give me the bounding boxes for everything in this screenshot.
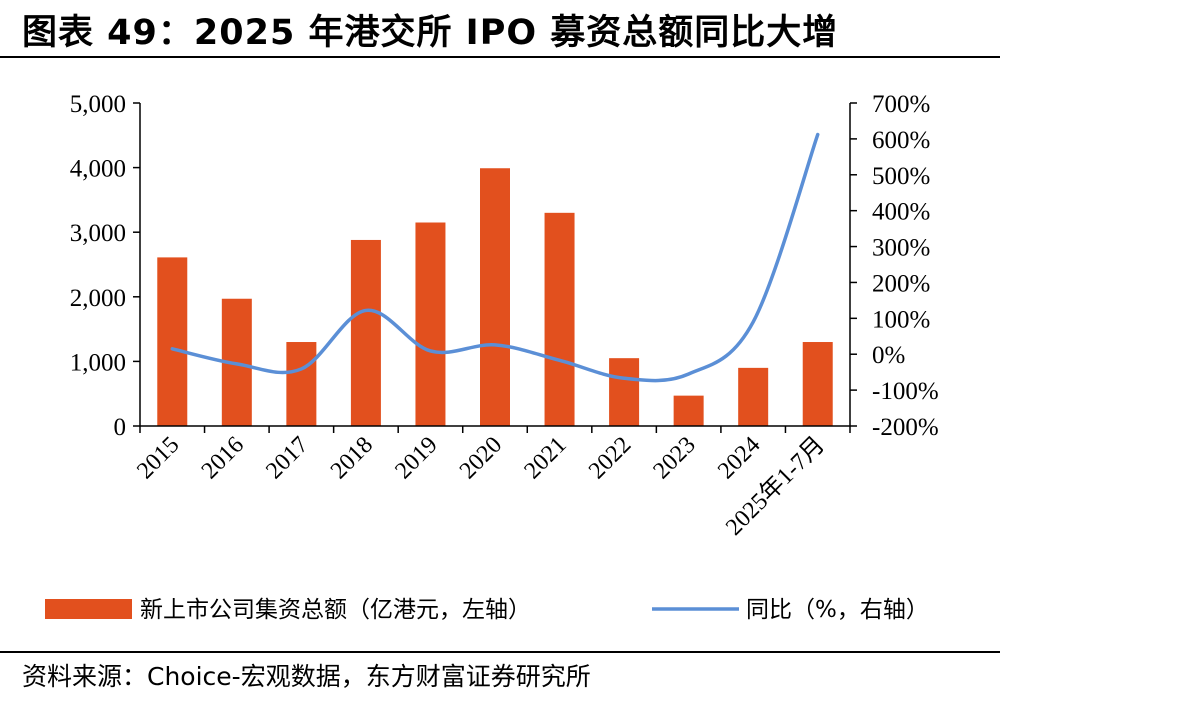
y-right-tick-label: 500% (872, 163, 930, 190)
y-right-tick-label: 700% (872, 91, 930, 118)
bar-2022 (609, 358, 640, 426)
legend: 新上市公司集资总额（亿港元，左轴） 同比（%，右轴） (45, 597, 929, 623)
bar-2024 (738, 367, 769, 426)
legend-bar-swatch (45, 599, 132, 619)
y-right-tick-label: 200% (872, 270, 930, 297)
y-right-tick-label: 300% (872, 235, 930, 262)
y-right-tick-label: 0% (872, 342, 905, 369)
source-divider (0, 651, 1000, 653)
y-left-tick-label: 2,000 (70, 285, 126, 312)
bar-2019 (415, 222, 446, 426)
y-right-tick-label: 100% (872, 306, 930, 333)
x-tick-label: 2023 (649, 432, 701, 484)
x-tick-label: 2021 (519, 432, 571, 484)
title-divider (0, 56, 1000, 58)
x-tick-label: 2017 (261, 432, 313, 484)
legend-bar-label: 新上市公司集资总额（亿港元，左轴） (140, 597, 531, 623)
bar-2017 (286, 342, 317, 426)
y-left-tick-label: 1,000 (70, 349, 126, 376)
yoy-line (170, 132, 820, 383)
x-tick-label: 2020 (455, 432, 507, 484)
x-tick-label: 2018 (326, 432, 378, 484)
y-left-tick-label: 4,000 (70, 156, 126, 183)
x-tick-label: 2015 (132, 432, 184, 484)
x-tick-label: 2019 (390, 432, 442, 484)
y-left-tick-label: 3,000 (70, 220, 126, 247)
y-right-tick-label: 600% (872, 127, 930, 154)
legend-line-label: 同比（%，右轴） (746, 597, 929, 623)
source-note: 资料来源：Choice-宏观数据，东方财富证券研究所 (22, 662, 591, 691)
y-left-tick-label: 5,000 (70, 91, 126, 118)
y-right-tick-label: 400% (872, 199, 930, 226)
bar-2025年1-7月 (802, 342, 833, 426)
x-tick-label: 2016 (197, 432, 249, 484)
bar-2015 (157, 257, 188, 426)
bar-2020 (480, 168, 510, 426)
y-left-tick-label: 0 (114, 414, 127, 441)
y-right-tick-label: -200% (872, 414, 939, 441)
page-title: 图表 49：2025 年港交所 IPO 募资总额同比大增 (22, 13, 839, 53)
bar-2018 (350, 239, 381, 426)
y-right-tick-label: -100% (872, 378, 939, 405)
bar-2023 (673, 395, 704, 426)
bar-2021 (544, 212, 575, 426)
x-tick-label: 2024 (713, 432, 765, 484)
x-tick-label: 2022 (584, 432, 636, 484)
